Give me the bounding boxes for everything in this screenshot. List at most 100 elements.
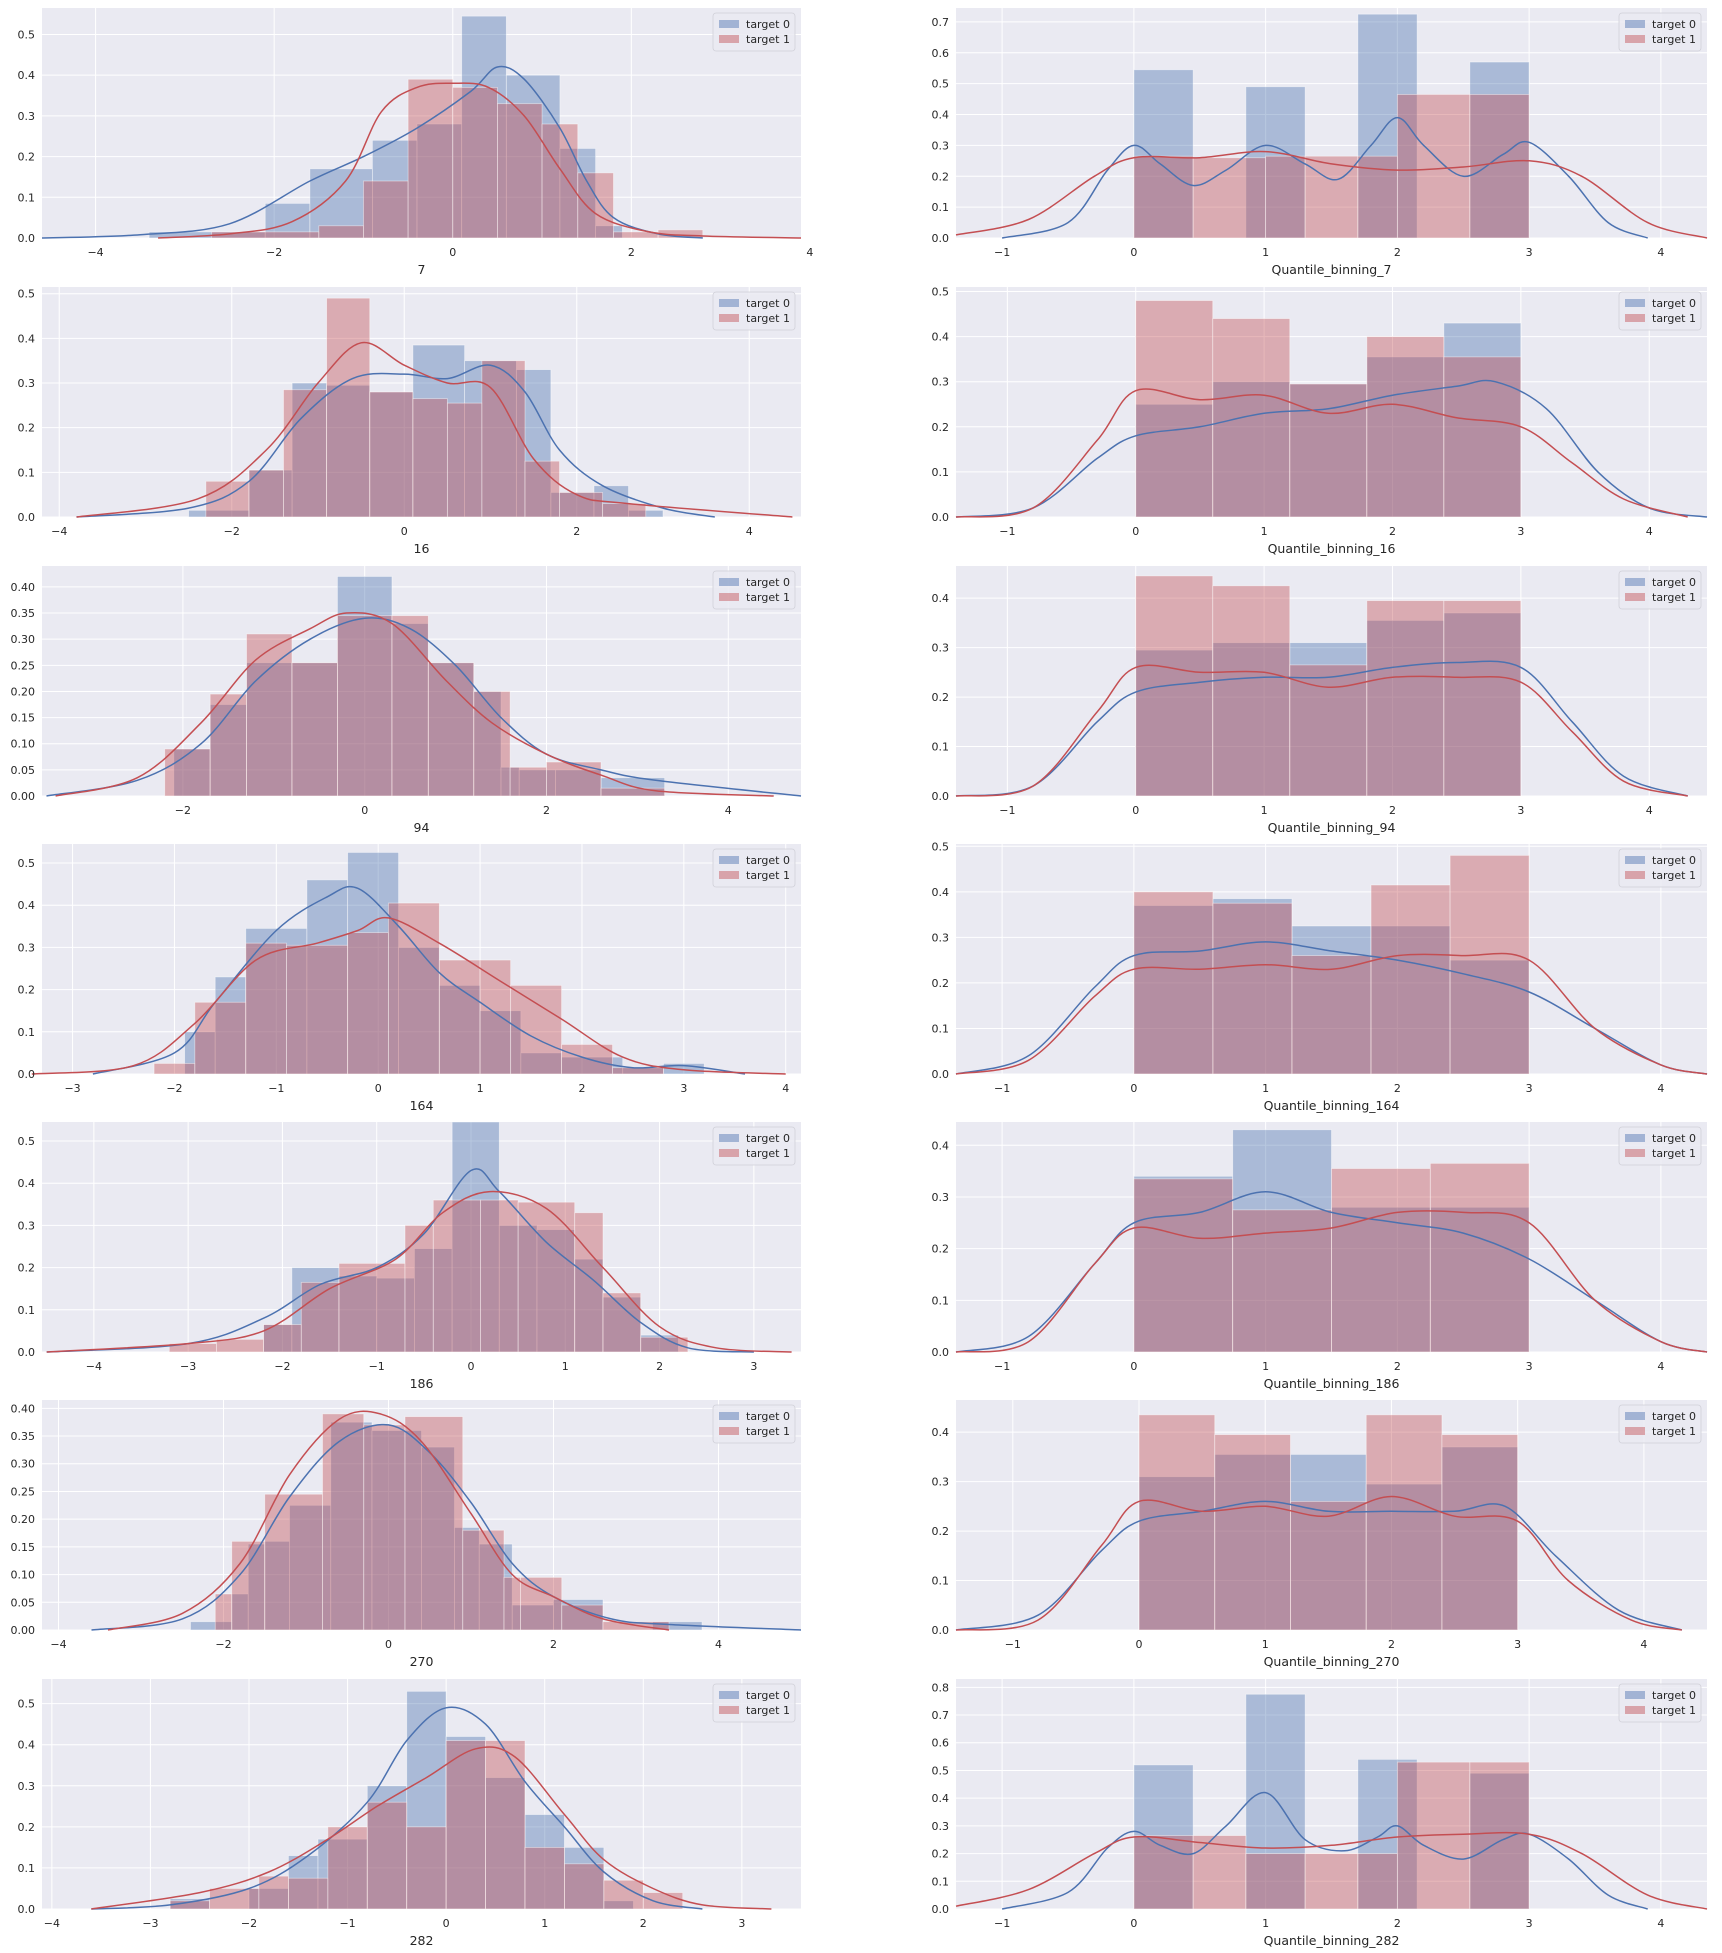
legend: target 0 target 1 — [712, 291, 796, 331]
histogram-bar-target-1 — [291, 662, 338, 797]
histogram-bar-target-0 — [291, 382, 328, 518]
histogram-bar-target-1 — [485, 1740, 526, 1910]
legend-label: target 1 — [746, 1147, 790, 1160]
y-tick-label: 0.05 — [11, 1596, 36, 1609]
histogram-bar-target-0 — [1289, 642, 1368, 797]
legend-box — [1618, 570, 1702, 610]
legend-box — [712, 570, 796, 610]
x-tick-label: 2 — [1389, 804, 1396, 817]
legend-label: target 0 — [746, 1410, 790, 1423]
y-tick-label: 0.00 — [11, 790, 36, 803]
histogram-bar-target-1 — [574, 1212, 604, 1353]
legend-swatch — [1625, 299, 1645, 307]
y-tick-label: 0.4 — [932, 886, 950, 899]
y-tick-label: 0.1 — [932, 466, 950, 479]
legend: target 0 target 1 — [1618, 1683, 1702, 1723]
histogram-bar-target-0 — [1366, 620, 1445, 797]
legend-swatch — [1625, 1149, 1645, 1157]
histogram-bar-target-1 — [288, 1877, 329, 1910]
kde-line-target-1 — [955, 952, 1708, 1075]
y-tick-label: 0.1 — [932, 1022, 950, 1035]
x-tick-label: 3 — [1517, 804, 1524, 817]
histogram-bar-target-0 — [1331, 1206, 1431, 1353]
x-tick-label: 2 — [1394, 1082, 1401, 1095]
histogram-bar-target-1 — [1135, 300, 1214, 518]
legend-label: target 1 — [1652, 1425, 1696, 1438]
y-tick-label: 0.3 — [18, 1780, 36, 1793]
histogram-bar-target-1 — [1133, 1178, 1234, 1353]
y-tick-label: 0.40 — [11, 1402, 36, 1415]
x-tick-label: −2 — [241, 1917, 257, 1930]
y-tick-label: 0.1 — [932, 1575, 950, 1588]
histogram-bar-target-0 — [398, 946, 440, 1075]
y-tick-label: 0.3 — [932, 376, 950, 389]
histogram-bar-target-1 — [446, 402, 483, 518]
legend-label: target 1 — [746, 33, 790, 46]
legend-swatch — [1625, 314, 1645, 322]
histogram-bar-target-1 — [509, 766, 547, 797]
kde-line-target-1 — [107, 1410, 670, 1631]
plot-area — [956, 844, 1707, 1074]
y-tick-label: 0.0 — [932, 1068, 950, 1081]
x-axis-label: 164 — [410, 1098, 434, 1113]
chart-panel-quantile-binning-16: −1 0 1 2 3 4 0.0 0.1 0.2 0.3 0.4 0.5 Quantile_binnin… — [932, 286, 1708, 556]
x-tick-label: 0 — [1136, 1638, 1143, 1651]
histogram-bar-target-0 — [515, 369, 552, 518]
legend-label: target 1 — [1652, 312, 1696, 325]
legend-swatch — [1625, 578, 1645, 586]
legend-swatch — [1625, 35, 1645, 43]
y-tick-label: 0.20 — [11, 1513, 36, 1526]
x-tick-label: 2 — [656, 1360, 663, 1373]
legend-swatch — [719, 314, 739, 322]
y-tick-label: 0.3 — [18, 941, 36, 954]
y-tick-label: 0.2 — [18, 1821, 36, 1834]
y-tick-label: 0.10 — [11, 1569, 36, 1582]
histogram-bar-target-1 — [211, 231, 320, 239]
y-tick-label: 0.0 — [18, 511, 36, 524]
histogram-bar-target-0 — [1245, 86, 1306, 239]
kde-line-target-1 — [955, 1495, 1682, 1631]
y-tick-label: 0.1 — [932, 201, 950, 214]
y-tick-label: 0.5 — [18, 857, 36, 870]
histogram-bar-target-1 — [1232, 1209, 1332, 1353]
y-tick-label: 0.6 — [932, 47, 950, 60]
y-tick-label: 0.2 — [932, 1243, 950, 1256]
histogram-bar-target-1 — [1212, 318, 1291, 518]
histogram-bar-target-1 — [1133, 891, 1214, 1075]
x-tick-label: 1 — [1261, 804, 1268, 817]
chart-panel-164: −3 −2 −1 0 1 2 3 4 0.0 0.1 0.2 0.3 0.4 0.5 164 target 0… — [18, 844, 801, 1113]
legend-swatch — [719, 1412, 739, 1420]
histogram-bar-target-1 — [1331, 1168, 1431, 1353]
histogram-bar-target-1 — [1441, 1434, 1519, 1631]
y-tick-label: 0.1 — [932, 1875, 950, 1888]
y-tick-label: 0.3 — [18, 377, 36, 390]
y-tick-label: 0.4 — [18, 332, 36, 345]
histogram-bar-target-0 — [1245, 1693, 1306, 1910]
y-tick-label: 0.4 — [932, 109, 950, 122]
legend: target 0 target 1 — [1618, 848, 1702, 888]
histogram-bar-target-1 — [363, 180, 409, 239]
histogram-bar-target-1 — [347, 932, 389, 1075]
y-tick-label: 0.0 — [932, 232, 950, 245]
legend: target 0 target 1 — [1618, 1404, 1702, 1444]
histogram-bar-target-1 — [1443, 600, 1522, 797]
legend-label: target 0 — [1652, 1410, 1696, 1423]
kde-line-target-0 — [91, 1706, 703, 1910]
x-axis-label: Quantile_binning_164 — [1264, 1098, 1400, 1113]
y-tick-label: 0.3 — [932, 139, 950, 152]
histogram-bar-target-1 — [1212, 902, 1293, 1075]
histogram-bar-target-1 — [318, 225, 364, 239]
histogram-bar-target-1 — [231, 1540, 266, 1631]
histogram-bar-target-0 — [289, 1504, 332, 1631]
kde-line-target-1 — [158, 82, 802, 239]
y-tick-label: 0.1 — [18, 191, 36, 204]
histogram-bar-target-1 — [1429, 1162, 1530, 1353]
x-tick-label: 4 — [1646, 525, 1653, 538]
histogram-bar-target-1 — [1245, 1853, 1306, 1910]
histogram-bar-target-0 — [518, 769, 556, 797]
y-tick-label: 0.5 — [932, 1764, 950, 1777]
histogram-bar-target-1 — [300, 1281, 340, 1353]
